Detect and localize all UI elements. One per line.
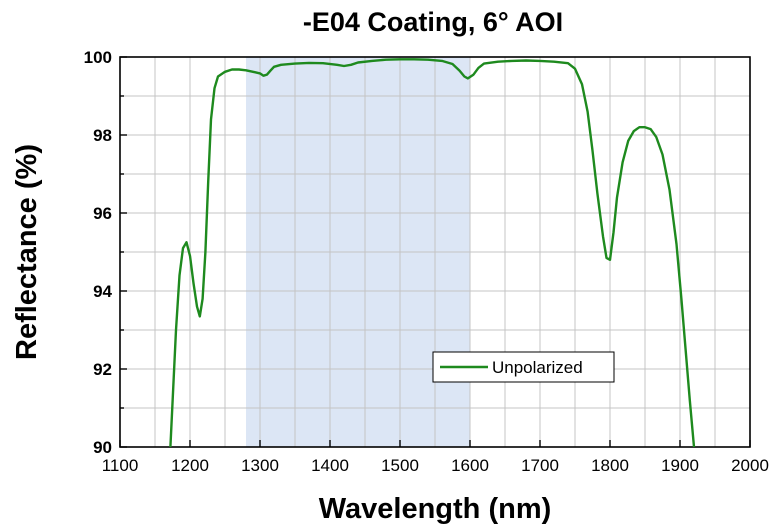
y-tick-label: 92 <box>93 360 112 379</box>
x-tick-label: 1900 <box>661 456 699 475</box>
x-tick-label: 1600 <box>451 456 489 475</box>
y-tick-label: 96 <box>93 204 112 223</box>
y-tick-label: 94 <box>93 282 112 301</box>
x-tick-label: 1200 <box>171 456 209 475</box>
y-tick-label: 90 <box>93 438 112 457</box>
y-axis-label: Reflectance (%) <box>11 144 43 360</box>
x-tick-label: 1500 <box>381 456 419 475</box>
x-tick-label: 1800 <box>591 456 629 475</box>
series-line-unpolarized <box>169 58 696 448</box>
x-tick-labels: 1100 1200 1300 1400 1500 1600 1700 1800 1900 2000 <box>102 456 769 475</box>
x-tick-label: 2000 <box>731 456 769 475</box>
x-tick-label: 1400 <box>311 456 349 475</box>
grid-lines <box>120 57 750 447</box>
x-tick-marks <box>119 440 751 447</box>
chart-title: -E04 Coating, 6° AOI <box>303 7 563 37</box>
x-axis-label: Wavelength (nm) <box>319 493 552 525</box>
y-tick-labels: 90 92 94 96 98 100 <box>84 48 113 457</box>
x-tick-label: 1100 <box>102 456 139 475</box>
y-tick-label: 100 <box>84 48 112 67</box>
y-tick-label: 98 <box>93 126 112 145</box>
legend: Unpolarized <box>432 351 615 383</box>
legend-label-unpolarized: Unpolarized <box>492 358 583 377</box>
plot-frame <box>119 56 751 448</box>
y-tick-marks <box>120 56 127 448</box>
x-tick-label: 1700 <box>521 456 559 475</box>
x-tick-label: 1300 <box>241 456 279 475</box>
